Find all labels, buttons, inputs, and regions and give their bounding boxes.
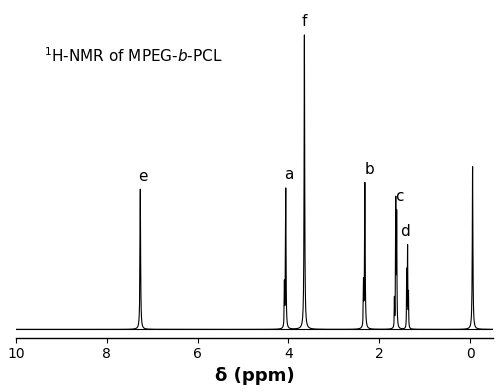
Text: f: f bbox=[302, 15, 307, 29]
Text: b: b bbox=[364, 162, 374, 177]
Text: $^{1}$H-NMR of MPEG-$b$-PCL: $^{1}$H-NMR of MPEG-$b$-PCL bbox=[44, 47, 223, 65]
Text: a: a bbox=[284, 167, 294, 182]
Text: d: d bbox=[400, 224, 409, 239]
Text: e: e bbox=[138, 169, 148, 183]
Text: c: c bbox=[394, 189, 403, 204]
X-axis label: δ (ppm): δ (ppm) bbox=[214, 367, 294, 385]
